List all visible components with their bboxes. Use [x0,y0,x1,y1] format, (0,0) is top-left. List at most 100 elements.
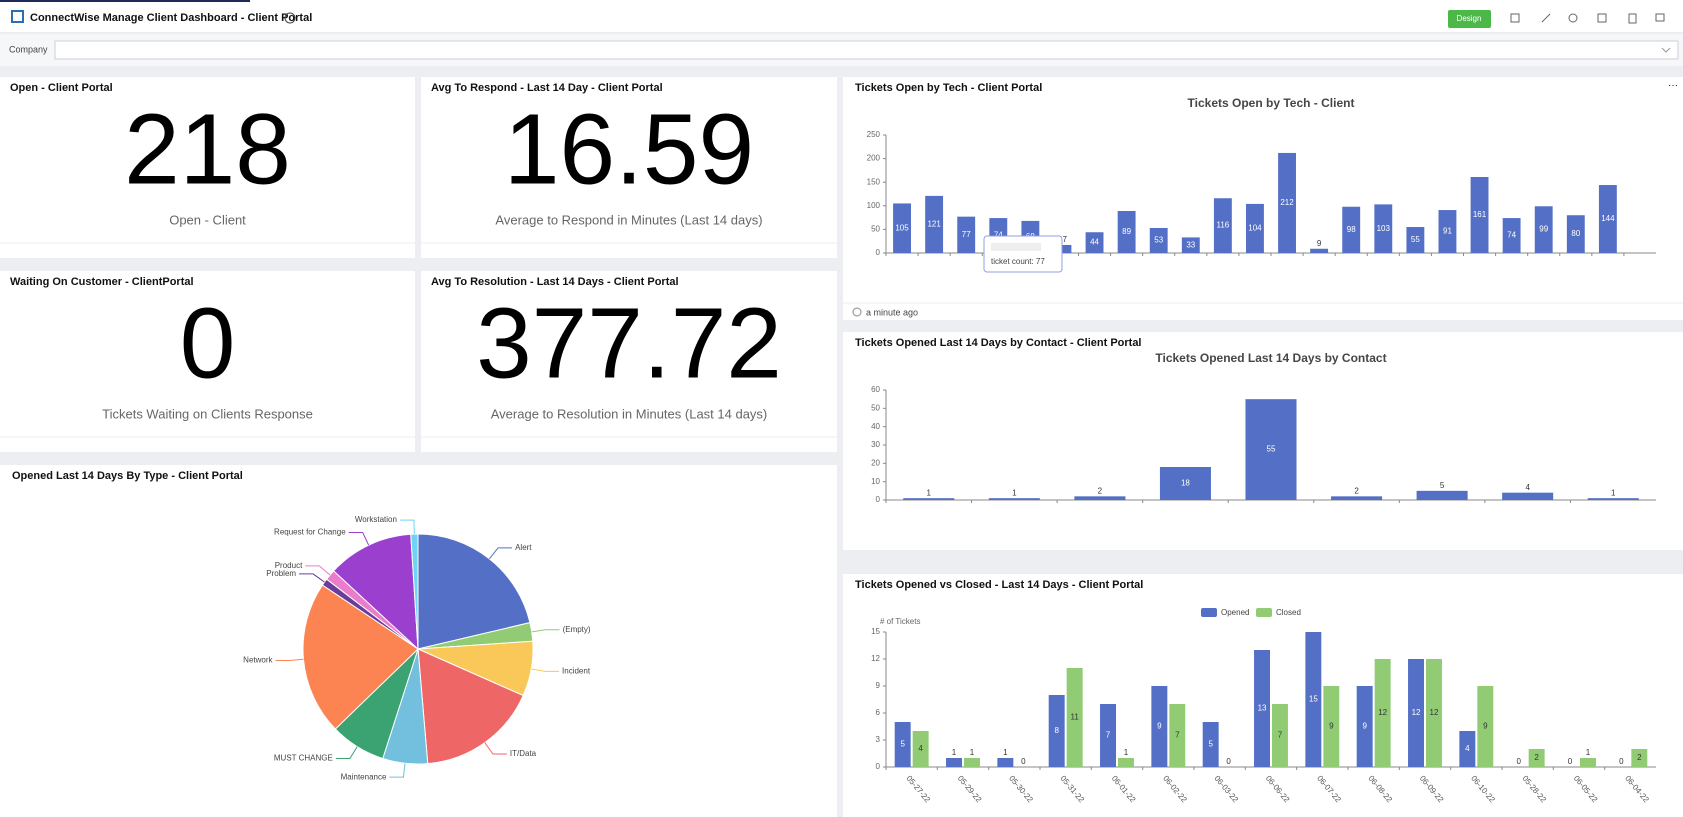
data-label: 53 [1154,236,1163,245]
panel [0,77,415,258]
bar [1470,177,1489,253]
design-button[interactable] [1448,10,1491,28]
data-label: 9 [1483,722,1488,731]
help-icon[interactable] [284,12,296,24]
bar [1246,203,1264,253]
bar [1528,749,1545,767]
chart-title: Tickets Opened Last 14 Days by Contact [1155,351,1386,365]
data-label: 44 [1090,238,1099,247]
leader-line [389,763,406,778]
bar [1631,749,1648,767]
delete-icon[interactable] [1628,13,1637,24]
y-tick-label: 150 [867,177,881,186]
bar [1066,668,1083,767]
data-label: 1 [970,748,975,757]
refresh-icon[interactable] [1568,13,1578,23]
panel-title: Tickets Opened vs Closed - Last 14 Days … [855,579,1143,591]
bar [1406,227,1425,253]
app-icon [11,10,24,23]
data-label: 89 [1122,227,1131,236]
data-label: 98 [1347,225,1356,234]
bar [1305,632,1322,767]
y-tick-label: 50 [871,225,880,234]
data-label: 4 [1465,744,1470,753]
bar [1426,659,1442,767]
bar [1169,704,1186,767]
y-tick-label: 0 [876,248,881,257]
edit-icon[interactable] [1541,13,1551,23]
data-label: 74 [1507,231,1516,240]
data-label: 7 [1175,731,1180,740]
present-icon[interactable] [1655,13,1665,22]
leader-line [399,519,415,535]
bar [1149,227,1168,253]
slice-label: Alert [515,543,532,552]
legend-label: Closed [1276,608,1301,617]
data-label: 2 [1354,486,1359,495]
share-icon[interactable] [1510,13,1520,23]
panel-menu[interactable]: ⋯ [1668,81,1678,92]
legend-swatch [1201,608,1217,617]
panel [421,271,837,452]
filter-label: Company [9,44,48,54]
data-label: 18 [1181,479,1190,488]
data-label: 12 [1378,708,1387,717]
copy-icon[interactable] [1597,13,1607,23]
bar [1159,467,1211,500]
data-label: 55 [1267,445,1276,454]
bar [957,216,976,253]
y-axis-label: # of Tickets [880,617,920,626]
design-button-label[interactable]: Design [1457,14,1482,23]
legend-label: Opened [1221,608,1249,617]
data-label: 12 [1430,708,1439,717]
data-label: 0 [1619,757,1624,766]
leader-line [299,573,325,583]
leader-line [275,658,304,662]
data-label: 99 [1539,225,1548,234]
select-arrow[interactable] [1661,47,1671,53]
bar [1323,686,1340,767]
data-label: 0 [1021,757,1026,766]
leader-line [531,668,560,672]
bar [1213,198,1232,253]
data-label: 0 [1568,757,1573,766]
bar [1181,237,1200,253]
data-label: 1 [1611,488,1616,497]
y-tick-label: 9 [876,681,881,690]
bar [912,731,929,767]
data-label: 77 [962,230,971,239]
kpi-value: 218 [124,93,291,205]
data-label: 8 [1054,726,1059,735]
kpi-caption: Tickets Waiting on Clients Response [102,406,313,421]
data-label: 121 [927,220,941,229]
panel-title: Tickets Opened Last 14 Days by Contact -… [855,337,1142,349]
kpi-value: 0 [180,287,236,399]
y-tick-label: 50 [871,403,880,412]
data-label: 5 [1208,740,1213,749]
data-label: 1 [1124,748,1129,757]
slice-label: (Empty) [563,625,591,634]
bar [1566,215,1585,253]
bar [1272,704,1288,767]
leader-line [531,629,560,633]
bar [1587,498,1639,500]
kpi-value: 377.72 [476,287,782,399]
panel-title: Avg To Respond - Last 14 Day - Client Po… [431,82,663,94]
bar [946,758,962,767]
data-label: 12 [1412,708,1421,717]
tooltip [983,235,1063,273]
pie-slice [417,648,524,765]
bar [1534,206,1553,253]
data-label: 9 [1157,722,1162,731]
data-label: 1 [927,488,932,497]
y-tick-label: 12 [871,654,880,663]
data-label: 116 [1216,221,1229,230]
kpi-caption: Average to Respond in Minutes (Last 14 d… [495,212,762,227]
slice-label: Product [275,561,303,570]
company-select[interactable] [54,40,1679,60]
y-tick-label: 0 [876,495,881,504]
data-label: 91 [1443,227,1452,236]
slice-label: Maintenance [341,772,387,781]
data-label: 1 [1012,488,1017,497]
